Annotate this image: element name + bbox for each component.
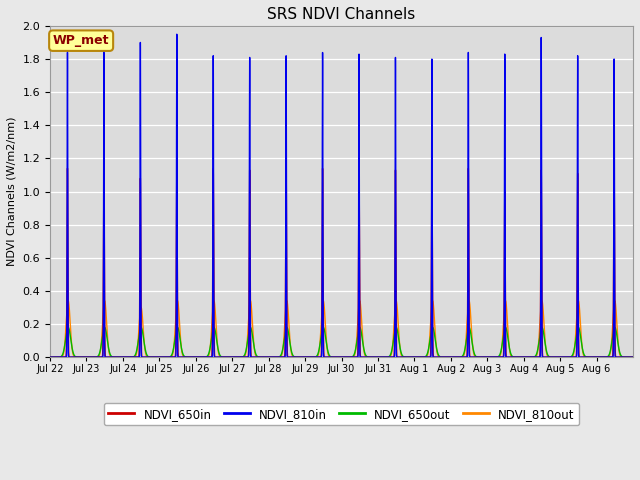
NDVI_650in (330, 354, 338, 360)
NDVI_810out (46, 354, 54, 360)
NDVI_810out (156, 354, 163, 360)
NDVI_810out (330, 354, 338, 360)
Y-axis label: NDVI Channels (W/m2/nm): NDVI Channels (W/m2/nm) (7, 117, 17, 266)
NDVI_650out (548, 354, 556, 360)
NDVI_810in (46, 354, 54, 360)
Line: NDVI_810out: NDVI_810out (50, 301, 633, 357)
Line: NDVI_810in: NDVI_810in (50, 34, 633, 357)
NDVI_810out (66, 317, 74, 323)
NDVI_650out (475, 354, 483, 360)
Text: WP_met: WP_met (53, 34, 109, 47)
NDVI_810out (268, 354, 276, 360)
Line: NDVI_650in: NDVI_650in (50, 168, 633, 357)
NDVI_650out (65, 324, 72, 330)
NDVI_810in (371, 354, 378, 360)
Legend: NDVI_650in, NDVI_810in, NDVI_650out, NDVI_810out: NDVI_650in, NDVI_810in, NDVI_650out, NDV… (104, 403, 579, 425)
Title: SRS NDVI Channels: SRS NDVI Channels (268, 7, 415, 22)
NDVI_650in (629, 354, 637, 360)
NDVI_650in (475, 354, 483, 360)
NDVI_810out (548, 354, 556, 360)
NDVI_650in (66, 354, 74, 360)
NDVI_810in (330, 354, 338, 360)
NDVI_650in (63, 166, 71, 171)
NDVI_650out (46, 354, 54, 360)
NDVI_810out (475, 354, 483, 360)
NDVI_650in (371, 354, 378, 360)
NDVI_810in (66, 354, 74, 360)
NDVI_810in (629, 354, 637, 360)
NDVI_810in (475, 354, 483, 360)
NDVI_810out (629, 354, 637, 360)
NDVI_810in (268, 354, 276, 360)
NDVI_810out (371, 354, 378, 360)
NDVI_810out (65, 298, 72, 304)
NDVI_650out (371, 354, 378, 360)
NDVI_650out (330, 354, 338, 360)
NDVI_650out (268, 354, 276, 360)
NDVI_650out (629, 354, 637, 360)
NDVI_810in (548, 354, 556, 360)
Line: NDVI_650out: NDVI_650out (50, 327, 633, 357)
NDVI_650out (66, 331, 74, 337)
NDVI_650in (548, 354, 556, 360)
NDVI_650in (46, 354, 54, 360)
NDVI_810in (173, 31, 180, 37)
NDVI_650in (268, 354, 276, 360)
